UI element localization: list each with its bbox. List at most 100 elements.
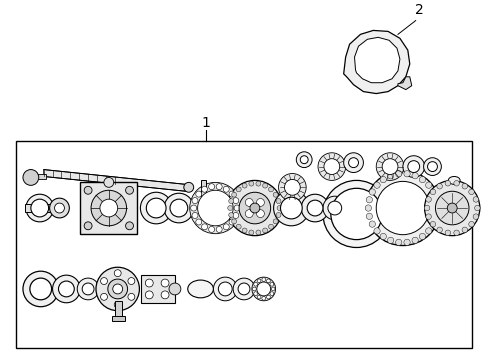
Circle shape — [432, 213, 439, 220]
Circle shape — [402, 156, 424, 177]
Bar — [80, 183, 137, 234]
Circle shape — [366, 213, 372, 220]
Circle shape — [266, 295, 270, 299]
Circle shape — [23, 271, 59, 307]
Bar — [200, 180, 205, 198]
Bar — [25, 204, 60, 212]
Circle shape — [49, 198, 69, 218]
Circle shape — [228, 191, 235, 197]
Circle shape — [228, 212, 233, 217]
Circle shape — [195, 191, 202, 197]
Circle shape — [300, 156, 307, 164]
Circle shape — [231, 192, 236, 197]
Circle shape — [84, 186, 92, 194]
Circle shape — [82, 283, 94, 295]
Circle shape — [284, 179, 300, 195]
Circle shape — [257, 295, 261, 299]
Circle shape — [128, 293, 135, 300]
Circle shape — [257, 279, 261, 283]
Circle shape — [436, 184, 442, 189]
Circle shape — [395, 171, 401, 177]
Circle shape — [248, 230, 253, 235]
Text: 2: 2 — [414, 3, 423, 17]
Circle shape — [280, 197, 302, 219]
Circle shape — [306, 200, 322, 216]
Circle shape — [395, 239, 401, 246]
Circle shape — [238, 283, 249, 295]
Circle shape — [273, 190, 308, 226]
Circle shape — [322, 196, 346, 220]
Circle shape — [251, 277, 275, 301]
Circle shape — [424, 180, 479, 236]
Circle shape — [228, 199, 233, 203]
Circle shape — [323, 159, 339, 175]
Polygon shape — [43, 170, 185, 191]
Circle shape — [189, 183, 241, 234]
Circle shape — [411, 172, 417, 179]
Circle shape — [425, 228, 431, 234]
Circle shape — [208, 226, 214, 233]
Ellipse shape — [187, 280, 213, 298]
Circle shape — [208, 184, 214, 190]
Circle shape — [232, 198, 238, 204]
Circle shape — [276, 199, 281, 203]
Circle shape — [252, 287, 256, 291]
Circle shape — [255, 181, 260, 186]
Circle shape — [242, 228, 246, 233]
Circle shape — [453, 230, 458, 235]
Circle shape — [216, 184, 222, 190]
Circle shape — [327, 201, 341, 215]
Circle shape — [368, 221, 375, 227]
Circle shape — [248, 181, 253, 186]
Circle shape — [276, 212, 281, 217]
Circle shape — [256, 282, 270, 296]
Circle shape — [269, 282, 273, 286]
Circle shape — [403, 171, 409, 177]
Circle shape — [301, 194, 328, 222]
Circle shape — [145, 291, 153, 299]
Bar — [141, 275, 175, 303]
Circle shape — [411, 237, 417, 243]
Circle shape — [382, 159, 397, 175]
Circle shape — [256, 210, 264, 217]
Circle shape — [213, 277, 237, 301]
Circle shape — [192, 212, 198, 219]
Circle shape — [365, 205, 371, 211]
Circle shape — [101, 293, 107, 300]
Circle shape — [262, 228, 267, 233]
Circle shape — [245, 210, 253, 217]
Circle shape — [432, 197, 439, 203]
Circle shape — [461, 227, 467, 233]
Circle shape — [108, 279, 127, 299]
Circle shape — [113, 284, 122, 294]
Circle shape — [227, 180, 282, 236]
Circle shape — [103, 177, 114, 187]
Circle shape — [234, 205, 240, 211]
Circle shape — [228, 219, 235, 225]
Circle shape — [373, 182, 379, 188]
Circle shape — [53, 275, 80, 303]
Circle shape — [26, 194, 54, 222]
Circle shape — [322, 180, 389, 248]
Circle shape — [423, 158, 441, 175]
Circle shape — [427, 162, 437, 171]
Circle shape — [77, 278, 99, 300]
Circle shape — [236, 187, 241, 192]
Circle shape — [31, 199, 48, 217]
Circle shape — [201, 224, 207, 230]
Circle shape — [429, 189, 436, 195]
Circle shape — [236, 224, 241, 229]
Bar — [112, 316, 124, 320]
Circle shape — [419, 176, 425, 183]
Circle shape — [140, 192, 172, 224]
Circle shape — [125, 222, 133, 230]
Circle shape — [348, 158, 358, 167]
Circle shape — [255, 230, 260, 235]
Circle shape — [161, 291, 169, 299]
Circle shape — [273, 192, 278, 197]
Circle shape — [271, 287, 274, 291]
Circle shape — [239, 192, 270, 224]
Circle shape — [461, 184, 467, 189]
Circle shape — [268, 187, 273, 192]
Circle shape — [444, 230, 449, 235]
